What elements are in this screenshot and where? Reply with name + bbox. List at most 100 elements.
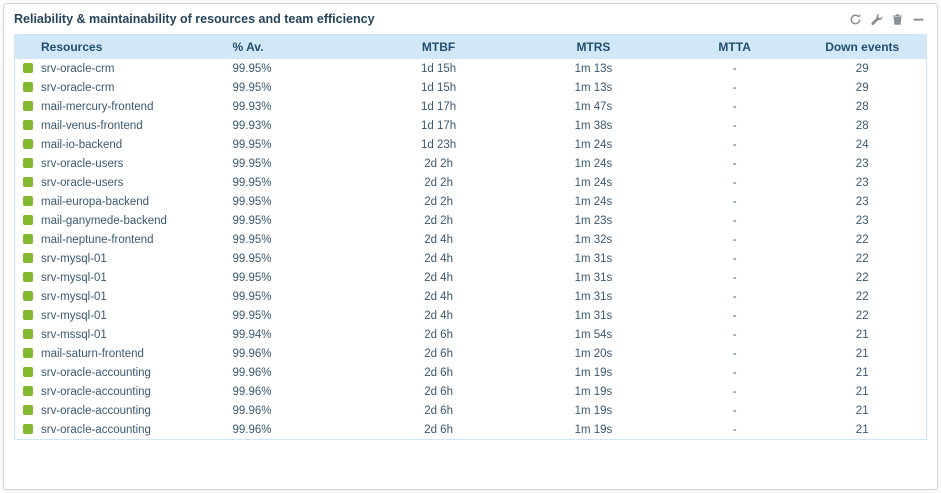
table-row: mail-venus-frontend 99.93% 1d 17h 1m 38s… xyxy=(15,116,926,135)
col-header-mtta[interactable]: MTTA xyxy=(670,35,799,59)
mtta-value: - xyxy=(732,404,737,417)
resource-name[interactable]: srv-mysql-01 xyxy=(41,290,107,303)
availability-value: 99.96% xyxy=(232,366,272,379)
mtrs-value: 1m 19s xyxy=(574,404,613,417)
resource-name[interactable]: mail-neptune-frontend xyxy=(41,233,154,246)
resource-cell: mail-venus-frontend xyxy=(15,116,225,135)
availability-value: 99.95% xyxy=(232,195,272,208)
mtbf-value: 1d 15h xyxy=(420,62,457,75)
status-square-icon xyxy=(23,233,33,244)
mtta-value: - xyxy=(732,62,737,75)
mtrs-value: 1m 24s xyxy=(574,195,613,208)
resource-cell: srv-mysql-01 xyxy=(15,268,225,287)
mtrs-value: 1m 13s xyxy=(574,81,613,94)
table-row: srv-oracle-users 99.95% 2d 2h 1m 24s - 2… xyxy=(15,173,926,192)
status-square-icon xyxy=(23,404,33,415)
resource-name[interactable]: mail-venus-frontend xyxy=(41,119,143,132)
col-header-mtbf[interactable]: MTBF xyxy=(361,35,517,59)
resource-name[interactable]: srv-oracle-users xyxy=(41,176,124,189)
resource-name[interactable]: srv-mysql-01 xyxy=(41,309,107,322)
resource-name[interactable]: mail-io-backend xyxy=(41,138,123,151)
wrench-icon[interactable] xyxy=(869,12,883,26)
mtrs-value: 1m 24s xyxy=(574,138,613,151)
table-row: srv-oracle-accounting 99.96% 2d 6h 1m 19… xyxy=(15,363,926,382)
col-header-resources[interactable]: Resources xyxy=(15,35,225,59)
table-body: srv-oracle-crm 99.95% 1d 15h 1m 13s - 29… xyxy=(15,59,926,439)
resource-name[interactable]: srv-oracle-accounting xyxy=(41,404,151,417)
resource-cell: srv-mssql-01 xyxy=(15,325,225,344)
availability-value: 99.95% xyxy=(232,81,272,94)
resource-name[interactable]: srv-mysql-01 xyxy=(41,271,107,284)
mtbf-value: 2d 6h xyxy=(424,404,453,417)
down-events-value: 21 xyxy=(855,366,869,379)
status-square-icon xyxy=(23,119,33,130)
resource-name[interactable]: srv-oracle-accounting xyxy=(41,423,151,436)
panel-title: Reliability & maintainability of resourc… xyxy=(14,12,375,26)
status-square-icon xyxy=(23,81,33,92)
table-row: srv-mysql-01 99.95% 2d 4h 1m 31s - 22 xyxy=(15,287,926,306)
table-row: srv-mysql-01 99.95% 2d 4h 1m 31s - 22 xyxy=(15,249,926,268)
resource-cell: srv-oracle-accounting xyxy=(15,420,225,439)
resource-name[interactable]: srv-mssql-01 xyxy=(41,328,107,341)
panel-actions xyxy=(848,12,927,26)
status-square-icon xyxy=(23,309,33,320)
resource-cell: srv-mysql-01 xyxy=(15,306,225,325)
mtrs-value: 1m 24s xyxy=(574,176,613,189)
resource-name[interactable]: mail-mercury-frontend xyxy=(41,100,154,113)
resource-name[interactable]: srv-mysql-01 xyxy=(41,252,107,265)
mtta-value: - xyxy=(732,423,737,436)
resource-cell: mail-mercury-frontend xyxy=(15,97,225,116)
mtbf-value: 2d 2h xyxy=(424,214,453,227)
down-events-value: 28 xyxy=(855,119,869,132)
status-square-icon xyxy=(23,176,33,187)
mtrs-value: 1m 54s xyxy=(574,328,613,341)
resource-name[interactable]: srv-oracle-users xyxy=(41,157,124,170)
minimize-icon[interactable] xyxy=(911,12,925,26)
mtta-value: - xyxy=(732,271,737,284)
mtbf-value: 2d 4h xyxy=(424,309,453,322)
status-square-icon xyxy=(23,138,33,149)
status-square-icon xyxy=(23,290,33,301)
availability-value: 99.95% xyxy=(232,176,272,189)
mtbf-value: 1d 15h xyxy=(420,81,457,94)
mtbf-value: 2d 2h xyxy=(424,176,453,189)
refresh-icon[interactable] xyxy=(848,12,862,26)
table-row: mail-mercury-frontend 99.93% 1d 17h 1m 4… xyxy=(15,97,926,116)
resource-cell: srv-oracle-accounting xyxy=(15,363,225,382)
col-header-availability[interactable]: % Av. xyxy=(224,35,362,59)
resource-name[interactable]: mail-ganymede-backend xyxy=(41,214,167,227)
status-square-icon xyxy=(23,252,33,263)
mtta-value: - xyxy=(732,328,737,341)
col-header-down-events[interactable]: Down events xyxy=(798,35,926,59)
resource-name[interactable]: srv-oracle-accounting xyxy=(41,385,151,398)
table-row: srv-oracle-crm 99.95% 1d 15h 1m 13s - 29 xyxy=(15,78,926,97)
mtrs-value: 1m 23s xyxy=(574,214,613,227)
down-events-value: 21 xyxy=(855,328,869,341)
table-row: srv-oracle-users 99.95% 2d 2h 1m 24s - 2… xyxy=(15,154,926,173)
resource-cell: srv-oracle-users xyxy=(15,173,225,192)
mtrs-value: 1m 20s xyxy=(574,347,613,360)
table-row: mail-ganymede-backend 99.95% 2d 2h 1m 23… xyxy=(15,211,926,230)
mtta-value: - xyxy=(732,347,737,360)
down-events-value: 28 xyxy=(855,100,869,113)
down-events-value: 22 xyxy=(855,252,869,265)
col-header-mtrs[interactable]: MTRS xyxy=(516,35,671,59)
down-events-value: 21 xyxy=(855,347,869,360)
table-row: mail-saturn-frontend 99.96% 2d 6h 1m 20s… xyxy=(15,344,926,363)
mtbf-value: 2d 6h xyxy=(424,366,453,379)
resource-name[interactable]: mail-europa-backend xyxy=(41,195,150,208)
availability-value: 99.95% xyxy=(232,138,272,151)
resource-name[interactable]: srv-oracle-accounting xyxy=(41,366,151,379)
table-row: srv-oracle-crm 99.95% 1d 15h 1m 13s - 29 xyxy=(15,59,926,78)
mtbf-value: 2d 4h xyxy=(424,271,453,284)
mtrs-value: 1m 19s xyxy=(574,423,613,436)
mtbf-value: 1d 17h xyxy=(420,100,457,113)
mtbf-value: 2d 4h xyxy=(424,233,453,246)
resource-name[interactable]: srv-oracle-crm xyxy=(41,81,115,94)
table-row: srv-mysql-01 99.95% 2d 4h 1m 31s - 22 xyxy=(15,268,926,287)
resource-name[interactable]: mail-saturn-frontend xyxy=(41,347,144,360)
trash-icon[interactable] xyxy=(890,12,904,26)
mtrs-value: 1m 47s xyxy=(574,100,613,113)
resource-name[interactable]: srv-oracle-crm xyxy=(41,62,115,75)
availability-value: 99.95% xyxy=(232,62,272,75)
